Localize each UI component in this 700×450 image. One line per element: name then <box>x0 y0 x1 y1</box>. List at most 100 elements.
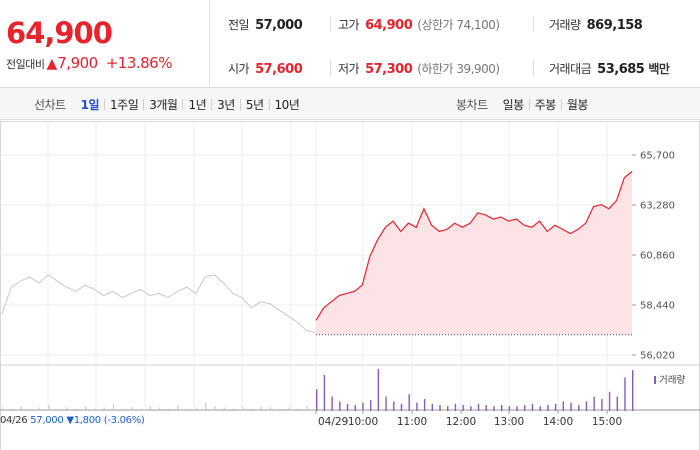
divider <box>104 98 106 110</box>
tab-3-years[interactable]: 3년 <box>217 97 235 112</box>
price-lines <box>1 171 633 334</box>
y-tick-label: 56,020 <box>640 351 675 362</box>
amount-label: 거래대금 <box>549 62 592 76</box>
volume-bar <box>75 408 78 411</box>
divider <box>330 17 331 31</box>
volume-bar <box>242 407 244 411</box>
divider <box>330 61 331 75</box>
volume-bar <box>103 407 105 411</box>
divider <box>533 17 534 31</box>
volume-bar <box>279 408 281 411</box>
volume-bar <box>11 408 13 411</box>
tab-1-day[interactable]: 1일 <box>80 97 100 112</box>
tab-3-months[interactable]: 3개월 <box>149 97 178 112</box>
open-value: 57,600 <box>255 62 303 77</box>
volume-bar <box>462 405 464 411</box>
tab-1-week[interactable]: 1주일 <box>110 97 139 112</box>
y-tick-label: 63,280 <box>640 201 675 212</box>
divider <box>268 98 270 110</box>
volume-bar <box>570 402 572 411</box>
volume-bar <box>632 370 634 411</box>
volume-bar <box>578 405 580 411</box>
high-value: 64,900 <box>365 18 413 33</box>
volume-legend-label: 거래량 <box>659 375 686 386</box>
volume-bar <box>260 406 262 411</box>
chart-period-bar: 선차트 1일 1주일 3개월 1년 3년 5년 10년 봉차트 일봉 주봉 월봉 <box>0 88 700 120</box>
today-line <box>315 171 633 321</box>
y-tick-label: 58,440 <box>640 301 675 312</box>
volume-legend-swatch <box>654 376 656 384</box>
change-amount: 7,900 <box>57 54 98 72</box>
volume-bar <box>159 407 161 411</box>
volume-bar <box>205 402 207 411</box>
volume-bar <box>131 407 133 411</box>
volume-legend: 거래량 <box>654 372 685 386</box>
open-label: 시가 <box>228 62 250 76</box>
prev-close-label: 전일 <box>228 18 250 32</box>
volume-bar <box>232 408 235 411</box>
candle-chart-tabs: 봉차트 일봉 주봉 월봉 <box>456 88 593 120</box>
stat-high: 고가 64,900 (상한가 74,100) <box>338 16 500 33</box>
x-tick-label: 04/29 <box>318 416 348 428</box>
today-area <box>316 171 632 335</box>
volume-bar <box>223 407 225 411</box>
volume-bar <box>20 406 22 411</box>
stat-low: 저가 57,300 (하한가 39,900) <box>338 60 500 77</box>
volume-bar <box>251 408 253 411</box>
volume-bar <box>539 406 541 411</box>
volume-bar <box>186 408 188 411</box>
volume-bar <box>346 403 349 411</box>
volume-bar <box>2 407 4 411</box>
volume-bar <box>85 406 87 411</box>
tab-10-years[interactable]: 10년 <box>274 97 300 112</box>
x-tick-label: 15:00 <box>592 416 622 428</box>
tab-monthly-candle[interactable]: 월봉 <box>566 97 589 112</box>
y-tick-label: 60,860 <box>640 251 675 262</box>
volume-bar <box>66 407 68 411</box>
low-value: 57,300 <box>365 62 413 77</box>
price-chart[interactable]: 65,700 63,280 60,860 58,440 56,020 04/29 10:0… <box>0 121 700 450</box>
volume-bar <box>369 400 372 411</box>
prev-day-line <box>1 274 317 334</box>
volume-bar <box>508 406 511 411</box>
volume-bar <box>362 402 364 411</box>
chart-grid <box>0 121 700 450</box>
lower-limit: (하한가 39,900) <box>417 62 500 76</box>
stat-volume: 거래량 869,158 <box>549 16 643 33</box>
volume-label: 거래량 <box>549 18 581 32</box>
volume-bar <box>149 406 151 411</box>
volume-bar <box>585 401 588 411</box>
line-chart-label: 선차트 <box>34 97 66 112</box>
prev-day-close: 57,000 <box>30 415 64 426</box>
volume-bar <box>306 406 308 411</box>
volume-bar <box>562 401 565 411</box>
x-tick-label: 11:00 <box>397 416 427 428</box>
volume-bar <box>547 405 549 411</box>
stat-trade-amount: 거래대금 53,685 백만 <box>549 60 670 77</box>
volume-bar <box>439 405 441 411</box>
tab-daily-candle[interactable]: 일봉 <box>502 97 525 112</box>
y-tick-label: 65,700 <box>640 151 675 162</box>
volume-bar <box>354 405 356 411</box>
tab-5-years[interactable]: 5년 <box>245 97 264 112</box>
tab-1-year[interactable]: 1년 <box>188 97 207 112</box>
volume-bar <box>500 405 503 411</box>
volume-bar <box>493 406 495 411</box>
volume-bar <box>297 408 299 411</box>
volume-bar <box>377 369 380 411</box>
prev-day-date: 04/26 <box>0 415 28 426</box>
volume-bar <box>400 403 403 411</box>
volume-bar <box>408 394 410 411</box>
divider <box>182 98 184 110</box>
volume-bar <box>29 408 31 411</box>
tab-weekly-candle[interactable]: 주봉 <box>534 97 557 112</box>
volume-value: 869,158 <box>586 18 643 33</box>
volume-bar <box>593 396 595 411</box>
divider <box>211 98 213 110</box>
volume-bar <box>554 403 557 411</box>
divider <box>143 98 145 110</box>
volume-bar <box>331 396 333 411</box>
volume-bar <box>214 406 216 411</box>
volume-bar <box>447 406 449 411</box>
volume-bar <box>288 407 290 411</box>
